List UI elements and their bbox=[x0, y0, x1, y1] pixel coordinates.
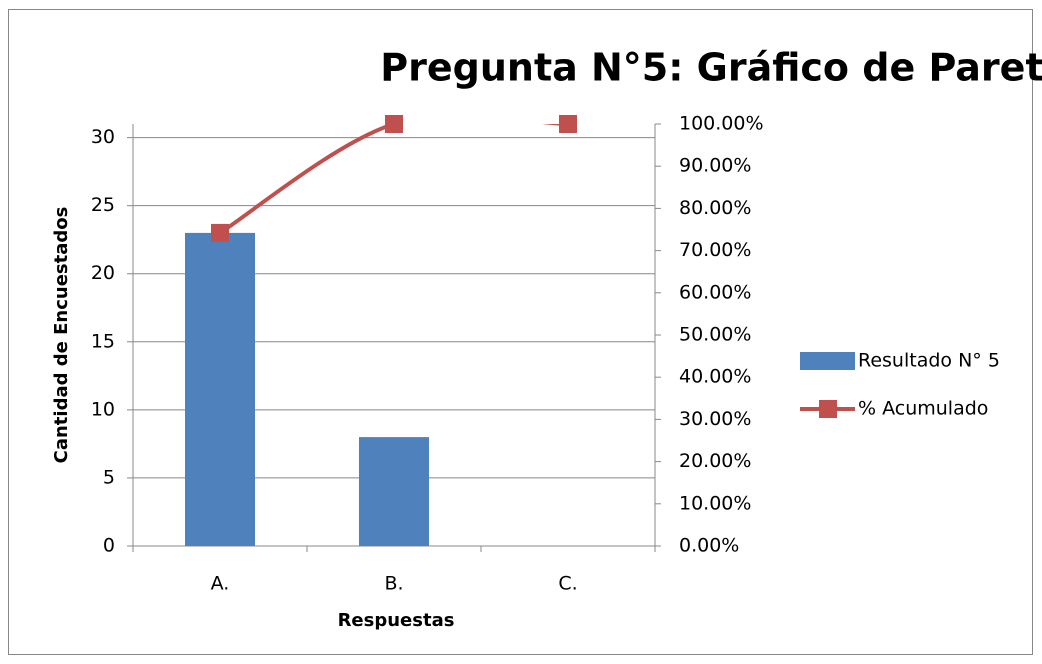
y2-tick-label: 20.00% bbox=[679, 450, 751, 472]
y2-tick-label: 30.00% bbox=[679, 408, 751, 430]
y-tick-label: 30 bbox=[91, 126, 115, 148]
y2-tick-label: 50.00% bbox=[679, 324, 751, 346]
chart-frame bbox=[8, 9, 1033, 655]
y2-tick-label: 60.00% bbox=[679, 281, 751, 303]
y2-tick-label: 90.00% bbox=[679, 155, 751, 177]
y2-tick-label: 80.00% bbox=[679, 197, 751, 219]
x-axis-title: Respuestas bbox=[338, 610, 455, 631]
y-tick-label: 25 bbox=[91, 194, 115, 216]
bar bbox=[359, 437, 429, 546]
y2-tick-label: 10.00% bbox=[679, 492, 751, 514]
y2-tick-label: 100.00% bbox=[679, 113, 764, 135]
legend-label: Resultado N° 5 bbox=[858, 350, 1000, 372]
y2-tick-label: 70.00% bbox=[679, 239, 751, 261]
legend-swatch bbox=[800, 352, 855, 370]
bar bbox=[185, 232, 255, 546]
y-axis-title: Cantidad de Encuestados bbox=[51, 207, 72, 464]
y-tick-label: 15 bbox=[91, 330, 115, 352]
x-tick-label: C. bbox=[558, 573, 577, 595]
x-tick-label: A. bbox=[211, 573, 230, 595]
y-tick-label: 10 bbox=[91, 398, 115, 420]
x-tick-label: B. bbox=[384, 573, 403, 595]
y-tick-label: 20 bbox=[91, 262, 115, 284]
line-marker bbox=[385, 115, 403, 133]
y-tick-label: 5 bbox=[103, 466, 115, 488]
y-tick-label: 0 bbox=[103, 535, 115, 557]
y2-tick-label: 40.00% bbox=[679, 366, 751, 388]
line-marker bbox=[559, 115, 577, 133]
legend-label: % Acumulado bbox=[858, 398, 988, 420]
y2-tick-label: 0.00% bbox=[679, 535, 739, 557]
legend-marker bbox=[819, 400, 837, 418]
line-marker bbox=[211, 223, 229, 242]
chart-title: Pregunta N°5: Gráfico de Pareto bbox=[380, 46, 1042, 90]
